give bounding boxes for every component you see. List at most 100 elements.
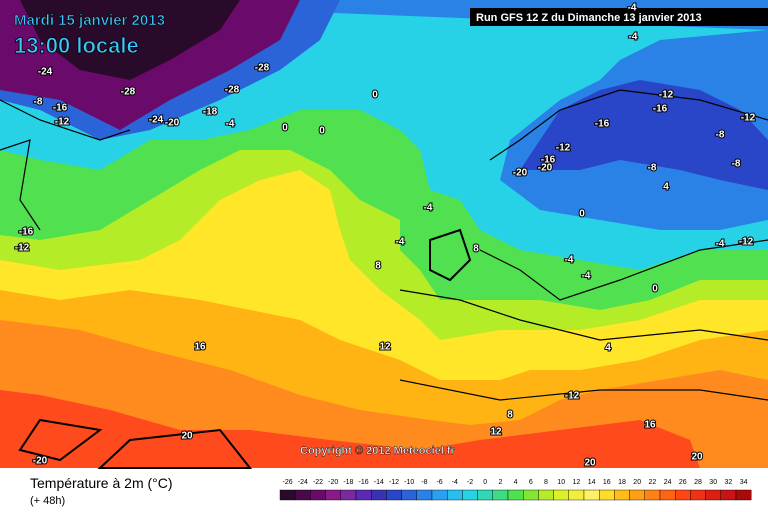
contour-label: -4 <box>226 119 235 130</box>
contour-label: -28 <box>225 85 240 96</box>
scale-label: -6 <box>436 479 442 486</box>
scale-label: 20 <box>633 479 641 486</box>
contour-label: -16 <box>541 155 556 166</box>
contour-label: 0 <box>652 284 658 295</box>
contour-label: -12 <box>565 391 580 402</box>
scale-swatch <box>553 489 569 501</box>
date-label: Mardi 15 janvier 2013 <box>14 12 165 29</box>
scale-swatch <box>477 489 494 501</box>
contour-label: -8 <box>732 159 741 170</box>
contour-label: 0 <box>372 90 378 101</box>
scale-swatch <box>492 489 509 501</box>
contour-label: 16 <box>644 420 656 431</box>
scale-label: 30 <box>709 479 717 486</box>
contour-label: -8 <box>34 97 43 108</box>
contour-label: -4 <box>629 32 638 43</box>
scale-swatch <box>371 489 387 501</box>
contour-label: 8 <box>507 410 513 421</box>
contour-label: -12 <box>659 90 674 101</box>
contour-label: -4 <box>582 271 591 282</box>
scale-swatch <box>705 489 721 501</box>
contour-label: 12 <box>490 427 502 438</box>
contour-label: -20 <box>513 168 528 179</box>
scale-swatch <box>401 489 418 501</box>
scale-swatch <box>340 489 357 501</box>
scale-swatch <box>325 489 342 501</box>
contour-label: -12 <box>556 143 571 154</box>
scale-label: 34 <box>740 479 748 486</box>
scale-label: 18 <box>618 479 626 486</box>
scale-swatch <box>614 489 630 501</box>
scale-label: 16 <box>603 479 611 486</box>
scale-swatch <box>599 489 615 501</box>
contour-label: 16 <box>194 342 206 353</box>
scale-swatch <box>568 489 585 501</box>
contour-label: 8 <box>473 244 479 255</box>
time-label: 13:00 locale <box>14 33 139 58</box>
run-box <box>470 8 768 26</box>
scale-swatch <box>507 489 524 501</box>
scale-swatch <box>659 489 676 501</box>
contour-label: -24 <box>149 115 164 126</box>
scale-label: 4 <box>514 479 518 486</box>
map <box>0 0 768 469</box>
scale-label: 8 <box>544 479 548 486</box>
scale-swatch <box>644 489 661 501</box>
contour-label: 20 <box>584 458 596 469</box>
contour-label: 12 <box>379 342 391 353</box>
contour-label: -12 <box>55 117 70 128</box>
contour-label: 8 <box>375 261 381 272</box>
scale-swatch <box>295 489 311 501</box>
scale-label: -10 <box>404 479 414 486</box>
contour-label: -16 <box>19 227 34 238</box>
contour-label: -16 <box>595 119 610 130</box>
contour-label: -28 <box>255 63 270 74</box>
scale-swatch <box>386 489 402 501</box>
scale-label: 6 <box>529 479 533 486</box>
scale-label: -14 <box>374 479 384 486</box>
scale-label: -12 <box>389 479 399 486</box>
contour-label: 0 <box>319 126 325 137</box>
contour-label: 0 <box>282 123 288 134</box>
copyright: Copyright © 2012 Meteociel.fr <box>300 445 456 457</box>
contour-label: -12 <box>739 237 754 248</box>
contour-label: 20 <box>691 452 703 463</box>
contour-label: -4 <box>565 255 574 266</box>
scale-swatch <box>675 489 691 501</box>
scale-label: -18 <box>343 479 353 486</box>
contour-label: -12 <box>741 113 756 124</box>
scale-swatch <box>279 489 296 501</box>
contour-label: -20 <box>538 163 553 174</box>
legend-lead: (+ 48h) <box>30 495 65 507</box>
contour-label: -8 <box>716 130 725 141</box>
scale-label: 32 <box>725 479 733 486</box>
scale-label: 2 <box>498 479 502 486</box>
contour-label: 4 <box>605 343 611 354</box>
scale-swatch <box>523 489 539 501</box>
scale-label: 0 <box>483 479 487 486</box>
scale-swatch <box>310 489 326 501</box>
contour-label: -12 <box>15 243 30 254</box>
contour-label: -16 <box>653 104 668 115</box>
scale-swatch <box>431 489 448 501</box>
scale-label: -26 <box>283 479 293 486</box>
scale-label: 14 <box>588 479 596 486</box>
scale-swatch <box>690 489 706 501</box>
legend-title: Température à 2m (°C) <box>30 475 173 491</box>
scale-label: -8 <box>421 479 427 486</box>
scale-label: 10 <box>557 479 565 486</box>
contour-label: 4 <box>663 182 669 193</box>
contour-label: -8 <box>648 163 657 174</box>
scale-label: 28 <box>694 479 702 486</box>
scale-label: 22 <box>649 479 657 486</box>
scale-label: -2 <box>467 479 473 486</box>
run-label: Run GFS 12 Z du Dimanche 13 janvier 2013 <box>476 12 702 24</box>
scale-swatch <box>538 489 554 501</box>
scale-swatch <box>583 489 600 501</box>
scale-label: -4 <box>452 479 458 486</box>
scale-label: -24 <box>298 479 308 486</box>
scale-swatch <box>447 489 463 501</box>
contour-label: -4 <box>628 3 637 14</box>
contour-label: -20 <box>33 456 48 467</box>
